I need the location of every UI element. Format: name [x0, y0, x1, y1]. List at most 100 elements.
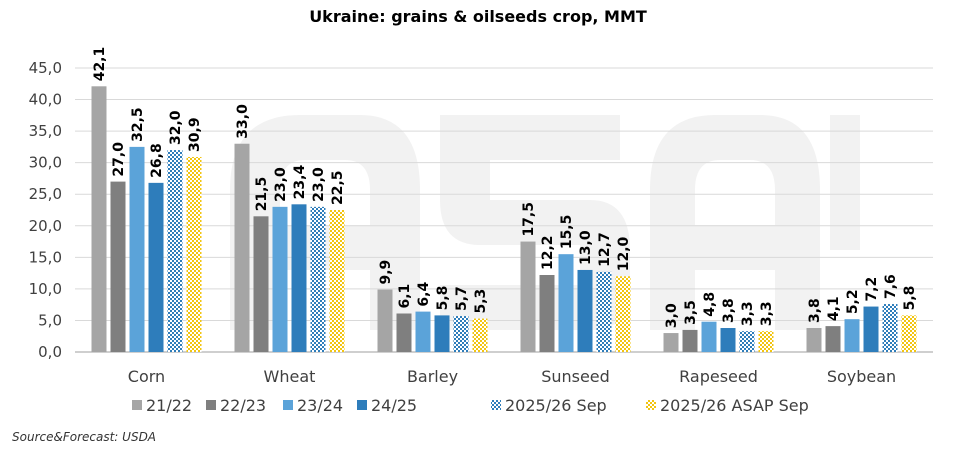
data-label: 3,0	[664, 303, 680, 328]
bar-rapeseed-2	[701, 321, 717, 352]
data-label: 3,8	[807, 298, 823, 323]
y-tick-label: 25,0	[29, 185, 62, 203]
data-label: 30,9	[187, 117, 203, 152]
bar-corn-1	[110, 181, 126, 352]
bar-sunseed-4	[596, 271, 612, 352]
x-tick-label: Rapeseed	[679, 367, 758, 386]
bar-rapeseed-5	[758, 331, 774, 352]
bar-barley-3	[434, 315, 450, 352]
data-label: 13,0	[578, 230, 594, 265]
bar-wheat-2	[272, 206, 288, 352]
y-tick-label: 45,0	[29, 59, 62, 77]
data-label: 32,5	[130, 107, 146, 142]
bar-barley-1	[396, 313, 412, 352]
data-label: 7,6	[883, 274, 899, 299]
x-tick-label: Sunseed	[541, 367, 610, 386]
bar-sunseed-5	[615, 276, 631, 352]
legend-label: 23/24	[297, 396, 343, 415]
legend-swatch	[283, 400, 293, 410]
bar-soybean-2	[844, 319, 860, 352]
y-tick-label: 20,0	[29, 217, 62, 235]
bar-corn-3	[148, 182, 164, 352]
legend-swatch	[206, 400, 216, 410]
x-tick-label: Corn	[128, 367, 165, 386]
y-tick-label: 10,0	[29, 280, 62, 298]
y-tick-label: 5,0	[38, 311, 62, 329]
bar-wheat-0	[234, 143, 250, 352]
y-tick-label: 40,0	[29, 91, 62, 109]
data-label: 23,0	[311, 167, 327, 202]
data-label: 6,1	[397, 284, 413, 309]
data-label: 4,1	[826, 296, 842, 321]
legend-label: 2025/26 Sep	[505, 396, 607, 415]
watermark-letter-p	[830, 115, 860, 250]
bar-barley-4	[453, 316, 469, 352]
y-tick-label: 0,0	[38, 343, 62, 361]
data-label: 32,0	[168, 110, 184, 145]
legend-label: 21/22	[146, 396, 192, 415]
bar-sunseed-2	[558, 254, 574, 352]
bar-rapeseed-1	[682, 329, 698, 352]
bar-corn-2	[129, 146, 145, 352]
data-label: 12,2	[540, 235, 556, 270]
data-label: 5,8	[435, 286, 451, 311]
data-label: 15,5	[559, 215, 575, 250]
x-tick-label: Barley	[407, 367, 458, 386]
y-tick-label: 35,0	[29, 122, 62, 140]
bar-rapeseed-4	[739, 331, 755, 352]
data-label: 17,5	[521, 202, 537, 237]
data-label: 3,3	[740, 301, 756, 326]
bar-wheat-5	[329, 210, 345, 352]
data-label: 3,5	[683, 300, 699, 325]
bar-barley-2	[415, 311, 431, 352]
bar-soybean-4	[882, 304, 898, 352]
bar-soybean-1	[825, 326, 841, 352]
bar-barley-0	[377, 289, 393, 352]
bar-sunseed-1	[539, 275, 555, 352]
data-label: 6,4	[416, 282, 432, 307]
y-tick-label: 15,0	[29, 248, 62, 266]
watermark-letter-a2	[650, 115, 820, 330]
legend-swatch	[357, 400, 367, 410]
bar-rapeseed-0	[663, 333, 679, 352]
data-label: 22,5	[330, 170, 346, 205]
legend-label: 22/23	[220, 396, 266, 415]
data-label: 3,8	[721, 298, 737, 323]
legend-label: 2025/26 ASAP Sep	[660, 396, 809, 415]
chart-title: Ukraine: grains & oilseeds crop, MMT	[309, 7, 647, 26]
data-label: 27,0	[111, 142, 127, 177]
data-label: 42,1	[92, 47, 108, 82]
data-label: 12,7	[597, 232, 613, 267]
legend-label: 24/25	[371, 396, 417, 415]
bar-soybean-0	[806, 328, 822, 352]
data-label: 33,0	[235, 104, 251, 139]
x-tick-label: Soybean	[827, 367, 896, 386]
bar-sunseed-3	[577, 269, 593, 352]
legend-swatch	[491, 400, 501, 410]
bar-wheat-1	[253, 216, 269, 352]
legend-swatch	[132, 400, 142, 410]
data-label: 5,8	[902, 286, 918, 311]
bar-wheat-3	[291, 204, 307, 352]
bar-barley-5	[472, 318, 488, 352]
data-label: 12,0	[616, 236, 632, 271]
bar-corn-0	[91, 86, 107, 353]
bar-wheat-4	[310, 206, 326, 352]
data-label: 21,5	[254, 177, 270, 212]
data-label: 26,8	[149, 143, 165, 178]
legend-swatch	[646, 400, 656, 410]
bar-sunseed-0	[520, 241, 536, 352]
source-note: Source&Forecast: USDA	[12, 430, 156, 444]
data-label: 5,3	[473, 289, 489, 314]
data-label: 23,0	[273, 167, 289, 202]
data-label: 5,2	[845, 289, 861, 314]
bar-soybean-5	[901, 315, 917, 352]
y-tick-label: 30,0	[29, 154, 62, 172]
data-label: 9,9	[378, 260, 394, 285]
data-label: 4,8	[702, 292, 718, 317]
data-label: 23,4	[292, 165, 308, 200]
bar-rapeseed-3	[720, 328, 736, 352]
data-label: 5,7	[454, 286, 470, 311]
